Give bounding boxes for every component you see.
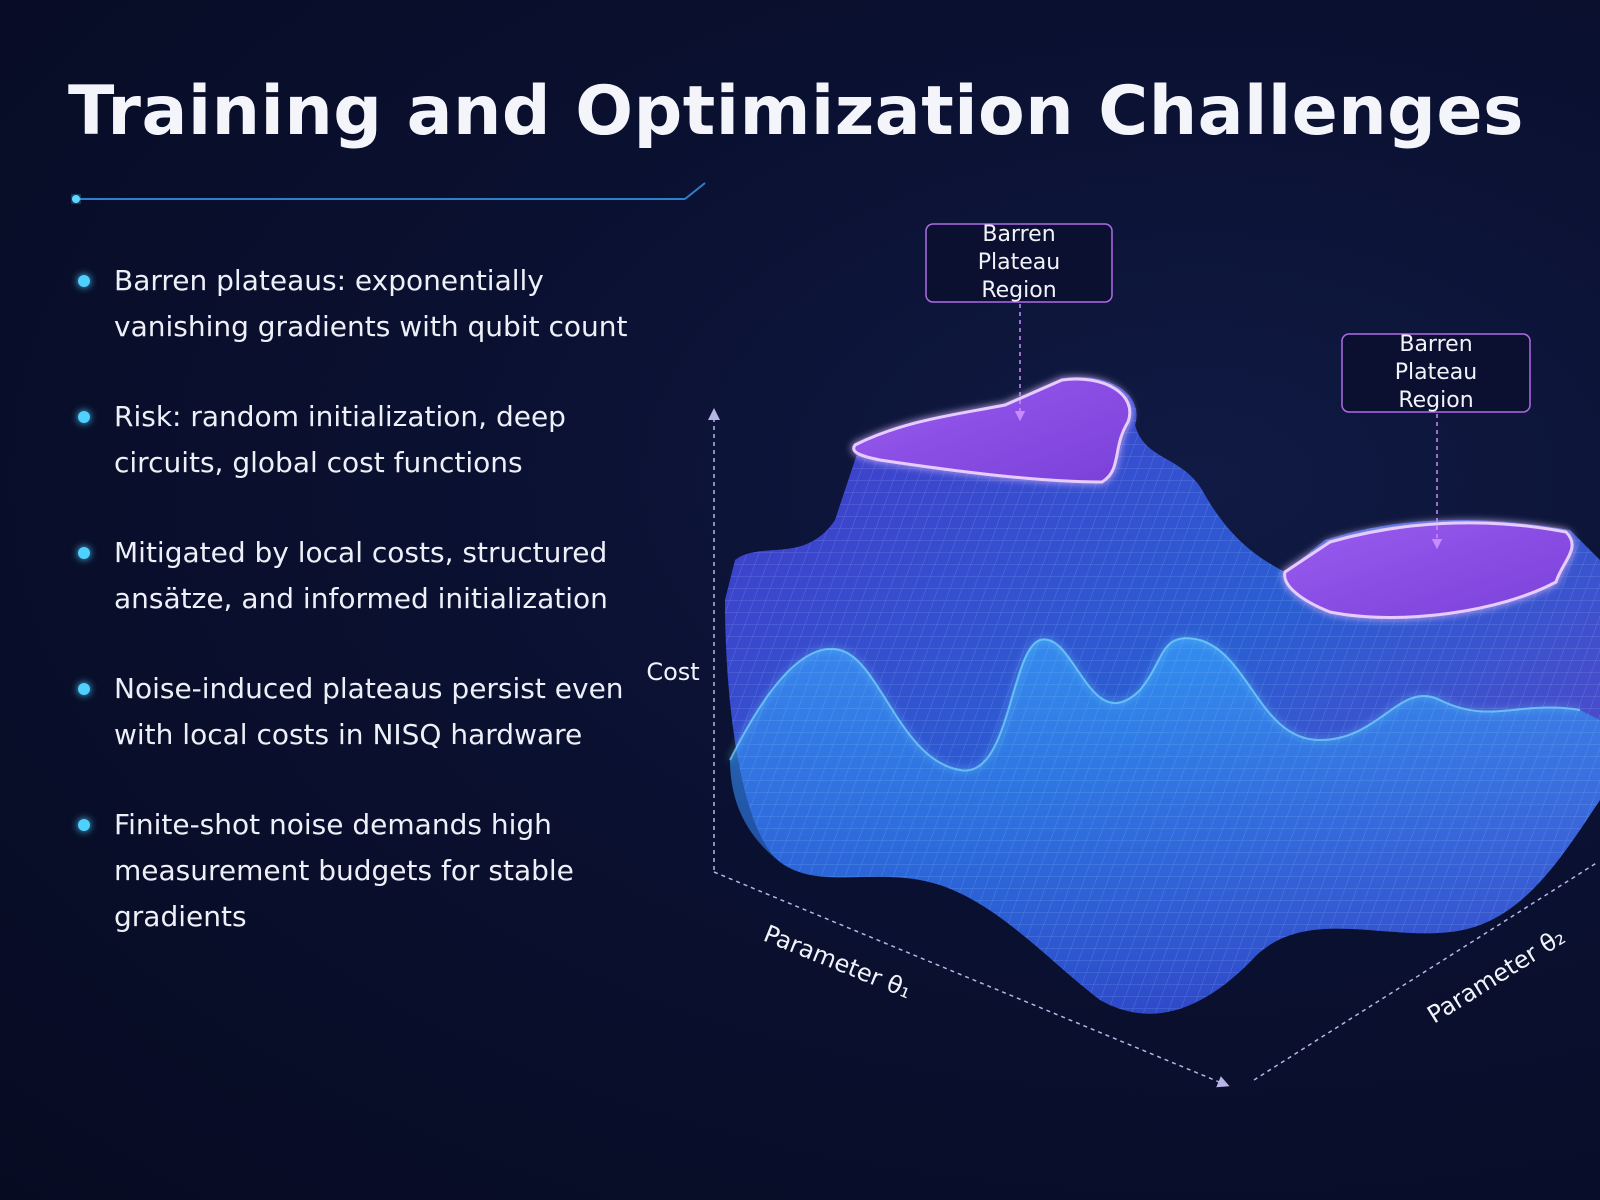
annotation: Barren Plateau Region (977, 224, 1061, 302)
bullet: Mitigated by local costs, structured ans… (78, 530, 634, 622)
annotation-box (1341, 333, 1531, 413)
ridge-line (729, 637, 1581, 772)
title: Training and Optimization Challenges (68, 72, 1524, 151)
bullet: Risk: random initialization, deep circui… (78, 394, 634, 486)
y-axis (1253, 861, 1599, 1081)
annotation-text: Barren Plateau Region (977, 224, 1061, 302)
bullet-list: Barren plateaus: exponentially vanishing… (78, 258, 658, 984)
axis-label: Parameter θ₂ (1422, 922, 1570, 1029)
title-dot (72, 195, 80, 203)
surface-mesh (725, 376, 1600, 1014)
annotation-box (925, 223, 1113, 303)
axis-label: Cost (646, 658, 699, 686)
bullet: Noise-induced plateaus persist even with… (78, 666, 634, 758)
bullet: Finite-shot noise demands high measureme… (78, 802, 634, 940)
title-rule (684, 182, 706, 200)
annotation: Barren Plateau Region (1394, 334, 1478, 412)
annotation-text: Barren Plateau Region (1394, 334, 1478, 412)
bullet: Barren plateaus: exponentially vanishing… (78, 258, 634, 350)
plateau (852, 377, 1132, 484)
plateau (1283, 521, 1574, 619)
axis-label: Parameter θ₁ (760, 920, 916, 1005)
